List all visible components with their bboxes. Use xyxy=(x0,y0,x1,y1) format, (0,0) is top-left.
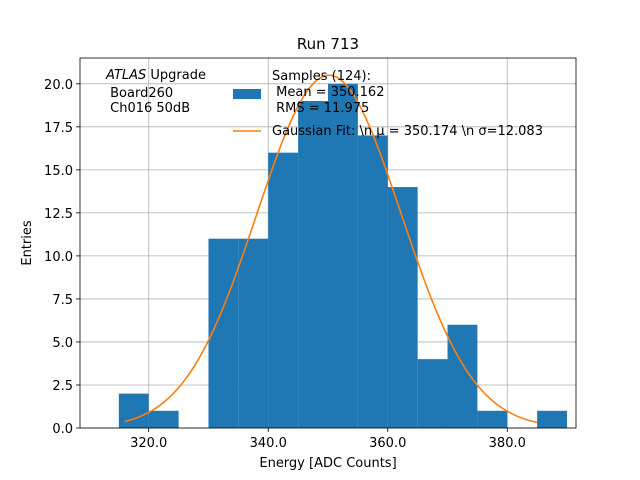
y-tick-label: 5.0 xyxy=(52,336,73,351)
histogram-bar xyxy=(447,324,478,428)
histogram-bar xyxy=(477,410,508,428)
legend-fit-label: Gaussian Fit: \n μ = 350.174 \n σ=12.083 xyxy=(272,124,543,139)
x-axis-label: Energy [ADC Counts] xyxy=(259,456,396,471)
x-tick-label: 340.0 xyxy=(250,436,287,451)
histogram-bar xyxy=(357,135,388,428)
legend-samples-label: Samples (124): Mean = 350.162 RMS = 11.9… xyxy=(272,69,384,116)
y-axis-label: Entries xyxy=(20,220,35,266)
histogram-bar xyxy=(208,238,239,428)
y-tick-label: 15.0 xyxy=(44,164,73,179)
legend-samples-line: Mean = 350.162 xyxy=(272,85,384,100)
y-tick-label: 7.5 xyxy=(52,293,73,308)
annotation-line-1: ATLAS Upgrade xyxy=(105,68,206,83)
histogram-bar xyxy=(118,393,149,428)
chart-title: Run 713 xyxy=(297,35,359,53)
histogram-bar xyxy=(537,410,568,428)
histogram-bar xyxy=(387,187,418,428)
histogram-bar xyxy=(328,83,358,428)
histogram-bar xyxy=(417,359,448,428)
annotation-italic: ATLAS xyxy=(105,68,146,83)
histogram-bar xyxy=(298,101,328,428)
x-tick-label: 380.0 xyxy=(489,436,526,451)
histogram-bar xyxy=(148,410,179,428)
x-tick-label: 360.0 xyxy=(369,436,406,451)
histogram-bars xyxy=(118,83,568,428)
atlas-annotation: ATLAS Upgrade Board260 Ch016 50dB xyxy=(105,68,206,116)
y-tick-label: 20.0 xyxy=(44,78,73,93)
y-tick-label: 12.5 xyxy=(44,207,73,222)
histogram-bar xyxy=(238,238,269,428)
y-tick-label: 0.0 xyxy=(52,422,73,437)
legend-samples-line: Samples (124): xyxy=(272,69,371,84)
legend-samples-swatch xyxy=(233,89,261,99)
annotation-line-2: Board260 xyxy=(106,86,173,101)
annotation-line-3: Ch016 50dB xyxy=(106,101,190,116)
plot-frame xyxy=(79,57,577,429)
histogram-bar xyxy=(268,152,299,428)
x-tick-label: 320.0 xyxy=(130,436,167,451)
y-tick-label: 17.5 xyxy=(44,121,73,136)
y-axis-ticks: 0.0 2.5 5.0 7.5 10.0 12.5 15.0 17.5 20.0 xyxy=(44,78,80,437)
legend: Samples (124): Mean = 350.162 RMS = 11.9… xyxy=(233,69,543,139)
y-tick-label: 10.0 xyxy=(44,250,73,265)
annotation-rest: Upgrade xyxy=(146,68,206,83)
gaussian-fit-curve xyxy=(124,74,538,424)
legend-samples-line: RMS = 11.975 xyxy=(272,101,369,116)
x-axis-ticks: 320.0 340.0 360.0 380.0 xyxy=(130,428,526,451)
y-tick-label: 2.5 xyxy=(52,379,73,394)
